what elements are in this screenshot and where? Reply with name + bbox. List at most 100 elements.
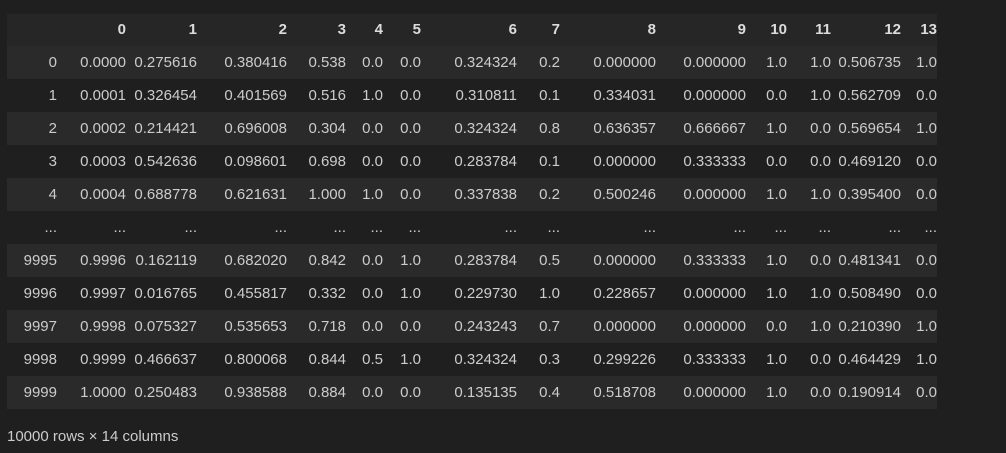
table-cell: 0.000000	[683, 384, 746, 401]
table-cell: 0.455817	[224, 285, 287, 302]
table-row: 2 0.0002 0.214421 0.696008 0.304 0.0 0.0 0.3243…	[7, 112, 937, 145]
table-cell: 0.0	[400, 384, 421, 401]
table-cell: 0.326454	[134, 87, 197, 104]
table-cell: 0.000000	[593, 252, 656, 269]
table-cell: 0.800068	[224, 351, 287, 368]
table-cell: 0.228657	[593, 285, 656, 302]
table-cell: 0.506735	[838, 54, 901, 71]
table-cell: 0.000000	[683, 318, 746, 335]
table-cell: 0.508490	[838, 285, 901, 302]
table-cell: 0.324324	[454, 120, 517, 137]
table-cell: 0.562709	[838, 87, 901, 104]
table-cell: 0.401569	[224, 87, 287, 104]
table-cell: 0.698	[308, 153, 346, 170]
table-cell: 0.2	[539, 186, 560, 203]
table-cell: 0.214421	[134, 120, 197, 137]
table-cell: 1.0	[539, 285, 560, 302]
table-cell: 0.190914	[838, 384, 901, 401]
table-cell: 0.535653	[224, 318, 287, 335]
table-row: 9995 0.9996 0.162119 0.682020 0.842 0.0 1.0 0.2…	[7, 244, 937, 277]
table-cell: ...	[113, 219, 126, 236]
table-cell: ...	[643, 219, 656, 236]
table-cell: 0.569654	[838, 120, 901, 137]
table-cell: 0.275616	[134, 54, 197, 71]
table-cell: 0.324324	[454, 351, 517, 368]
table-cell: 1.0	[766, 351, 787, 368]
table-cell: 0.000000	[683, 285, 746, 302]
row-index: 2	[48, 120, 57, 137]
table-cell: 0.464429	[838, 351, 901, 368]
table-cell: 1.0	[810, 54, 831, 71]
table-cell: 0.0	[400, 54, 421, 71]
row-index: 9997	[23, 318, 57, 335]
table-cell: 0.0	[916, 384, 937, 401]
table-cell: 1.0	[362, 186, 383, 203]
table-cell: 0.538	[308, 54, 346, 71]
table-cell: 0.0	[362, 285, 383, 302]
table-cell: 0.469120	[838, 153, 901, 170]
table-cell: 0.844	[308, 351, 346, 368]
table-cell: ...	[733, 219, 746, 236]
table-cell: 1.0	[766, 54, 787, 71]
column-header: 0	[117, 21, 126, 38]
column-header: 9	[737, 21, 746, 38]
table-cell: 0.0001	[80, 87, 126, 104]
column-header: 1	[188, 21, 197, 38]
table-cell: 0.0	[400, 120, 421, 137]
table-row: 1 0.0001 0.326454 0.401569 0.516 1.0 0.0 0.3108…	[7, 79, 937, 112]
table-cell: ...	[370, 219, 383, 236]
table-cell: 0.000000	[593, 153, 656, 170]
table-cell: 0.500246	[593, 186, 656, 203]
table-cell: 0.0	[916, 87, 937, 104]
table-row: 3 0.0003 0.542636 0.098601 0.698 0.0 0.0 0.2837…	[7, 145, 937, 178]
table-cell: 0.0000	[80, 54, 126, 71]
row-index: 9996	[23, 285, 57, 302]
table-cell: 1.0	[810, 87, 831, 104]
table-cell: 0.395400	[838, 186, 901, 203]
table-cell: 0.098601	[224, 153, 287, 170]
table-cell: 0.0	[400, 153, 421, 170]
table-cell: 0.0	[916, 153, 937, 170]
row-index: 9999	[23, 384, 57, 401]
column-header: 12	[884, 21, 901, 38]
table-cell: 1.0	[810, 186, 831, 203]
table-cell: 0.0004	[80, 186, 126, 203]
table-cell: 0.324324	[454, 54, 517, 71]
table-cell: 1.0	[810, 318, 831, 335]
table-cell: 0.5	[539, 252, 560, 269]
table-cell: 0.0	[362, 54, 383, 71]
table-cell: 1.0	[400, 252, 421, 269]
column-header: 10	[770, 21, 787, 38]
table-cell: 0.000000	[593, 54, 656, 71]
table-row: 9998 0.9999 0.466637 0.800068 0.844 0.5 1.0 0.3…	[7, 343, 937, 376]
table-cell: 0.636357	[593, 120, 656, 137]
table-cell: 0.0	[810, 153, 831, 170]
table-row: 9997 0.9998 0.075327 0.535653 0.718 0.0 0.0 0.2…	[7, 310, 937, 343]
table-cell: ...	[774, 219, 787, 236]
table-cell: 0.0003	[80, 153, 126, 170]
table-cell: ...	[504, 219, 517, 236]
table-cell: 0.0	[916, 285, 937, 302]
table-cell: 0.0	[400, 87, 421, 104]
table-cell: 0.8	[539, 120, 560, 137]
table-cell: 0.0	[810, 351, 831, 368]
table-row: 4 0.0004 0.688778 0.621631 1.000 1.0 0.0 0.3378…	[7, 178, 937, 211]
table-cell: 0.0	[400, 186, 421, 203]
table-cell: 1.0	[766, 285, 787, 302]
table-cell: 0.4	[539, 384, 560, 401]
table-cell: 0.0	[362, 252, 383, 269]
table-cell: 0.333333	[683, 351, 746, 368]
table-cell: 0.016765	[134, 285, 197, 302]
table-cell: 0.380416	[224, 54, 287, 71]
table-cell: 0.0002	[80, 120, 126, 137]
row-index: 4	[48, 186, 57, 203]
table-cell: 1.0	[810, 285, 831, 302]
index-header	[7, 14, 57, 46]
table-header: 0 1 2 3 4 5 6 7 8 9 10 11 12 13	[7, 14, 937, 46]
table-cell: 0.466637	[134, 351, 197, 368]
table-cell: 0.696008	[224, 120, 287, 137]
table-cell: ...	[924, 219, 937, 236]
table-cell: 0.334031	[593, 87, 656, 104]
table-cell: 1.0	[766, 120, 787, 137]
table-cell: 1.0	[766, 252, 787, 269]
